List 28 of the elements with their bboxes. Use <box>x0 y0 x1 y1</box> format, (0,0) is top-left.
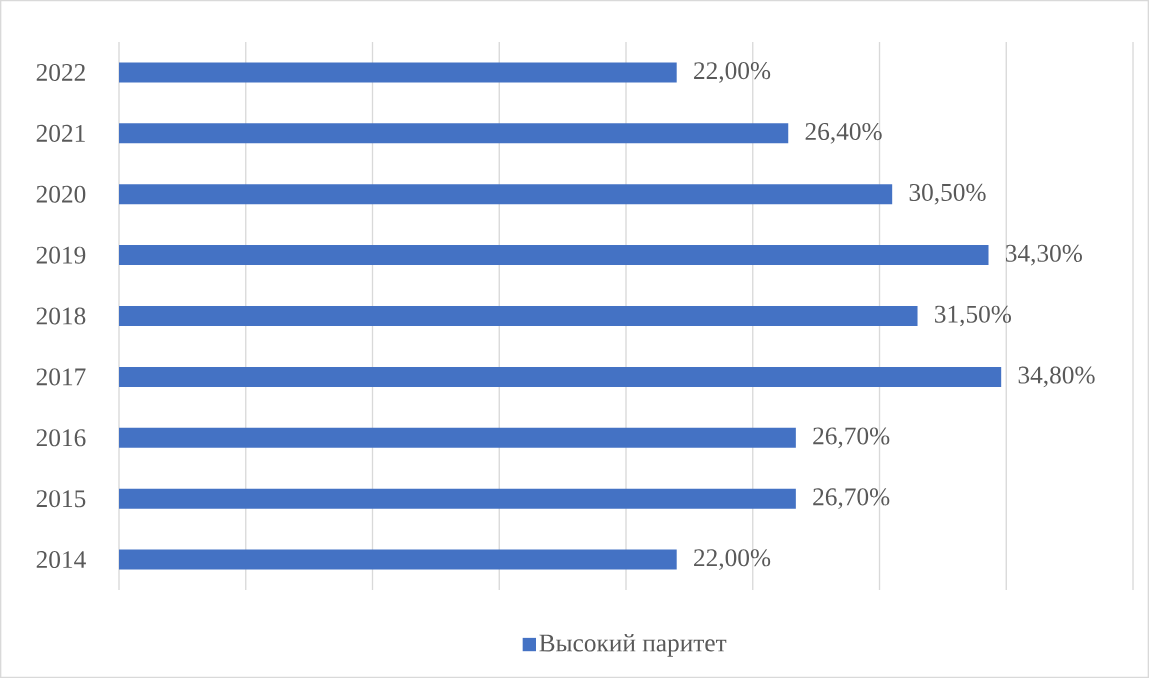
data-label: 34,80% <box>1018 366 1095 388</box>
data-label: 26,70% <box>813 427 890 449</box>
data-label: 22,00% <box>694 62 771 83</box>
bar <box>119 549 677 570</box>
y-tick-label: 2015 <box>36 490 86 508</box>
bar <box>119 306 918 326</box>
y-tick-label: 2022 <box>36 63 85 81</box>
bar <box>119 123 789 144</box>
bar <box>119 427 796 448</box>
legend-label: Высокий паритет <box>539 633 727 657</box>
data-label: 26,70% <box>813 488 890 510</box>
y-tick-label: 2018 <box>36 307 86 325</box>
data-label: 30,50% <box>909 183 986 205</box>
y-tick-label: 2020 <box>36 185 86 203</box>
bar <box>119 488 796 509</box>
bar <box>119 245 989 266</box>
y-tick-label: 2016 <box>36 429 86 447</box>
data-label: 26,40% <box>805 122 882 144</box>
y-tick-label: 2021 <box>36 124 85 142</box>
data-label: 34,30% <box>1006 244 1082 266</box>
y-tick-label: 2014 <box>36 551 86 569</box>
data-label: 31,50% <box>935 305 1012 327</box>
y-tick-label: 2017 <box>36 368 86 386</box>
data-label: 22,00% <box>694 549 771 570</box>
bar <box>119 184 893 205</box>
bar <box>119 62 677 83</box>
bar <box>119 366 1002 387</box>
y-tick-label: 2019 <box>36 246 86 264</box>
